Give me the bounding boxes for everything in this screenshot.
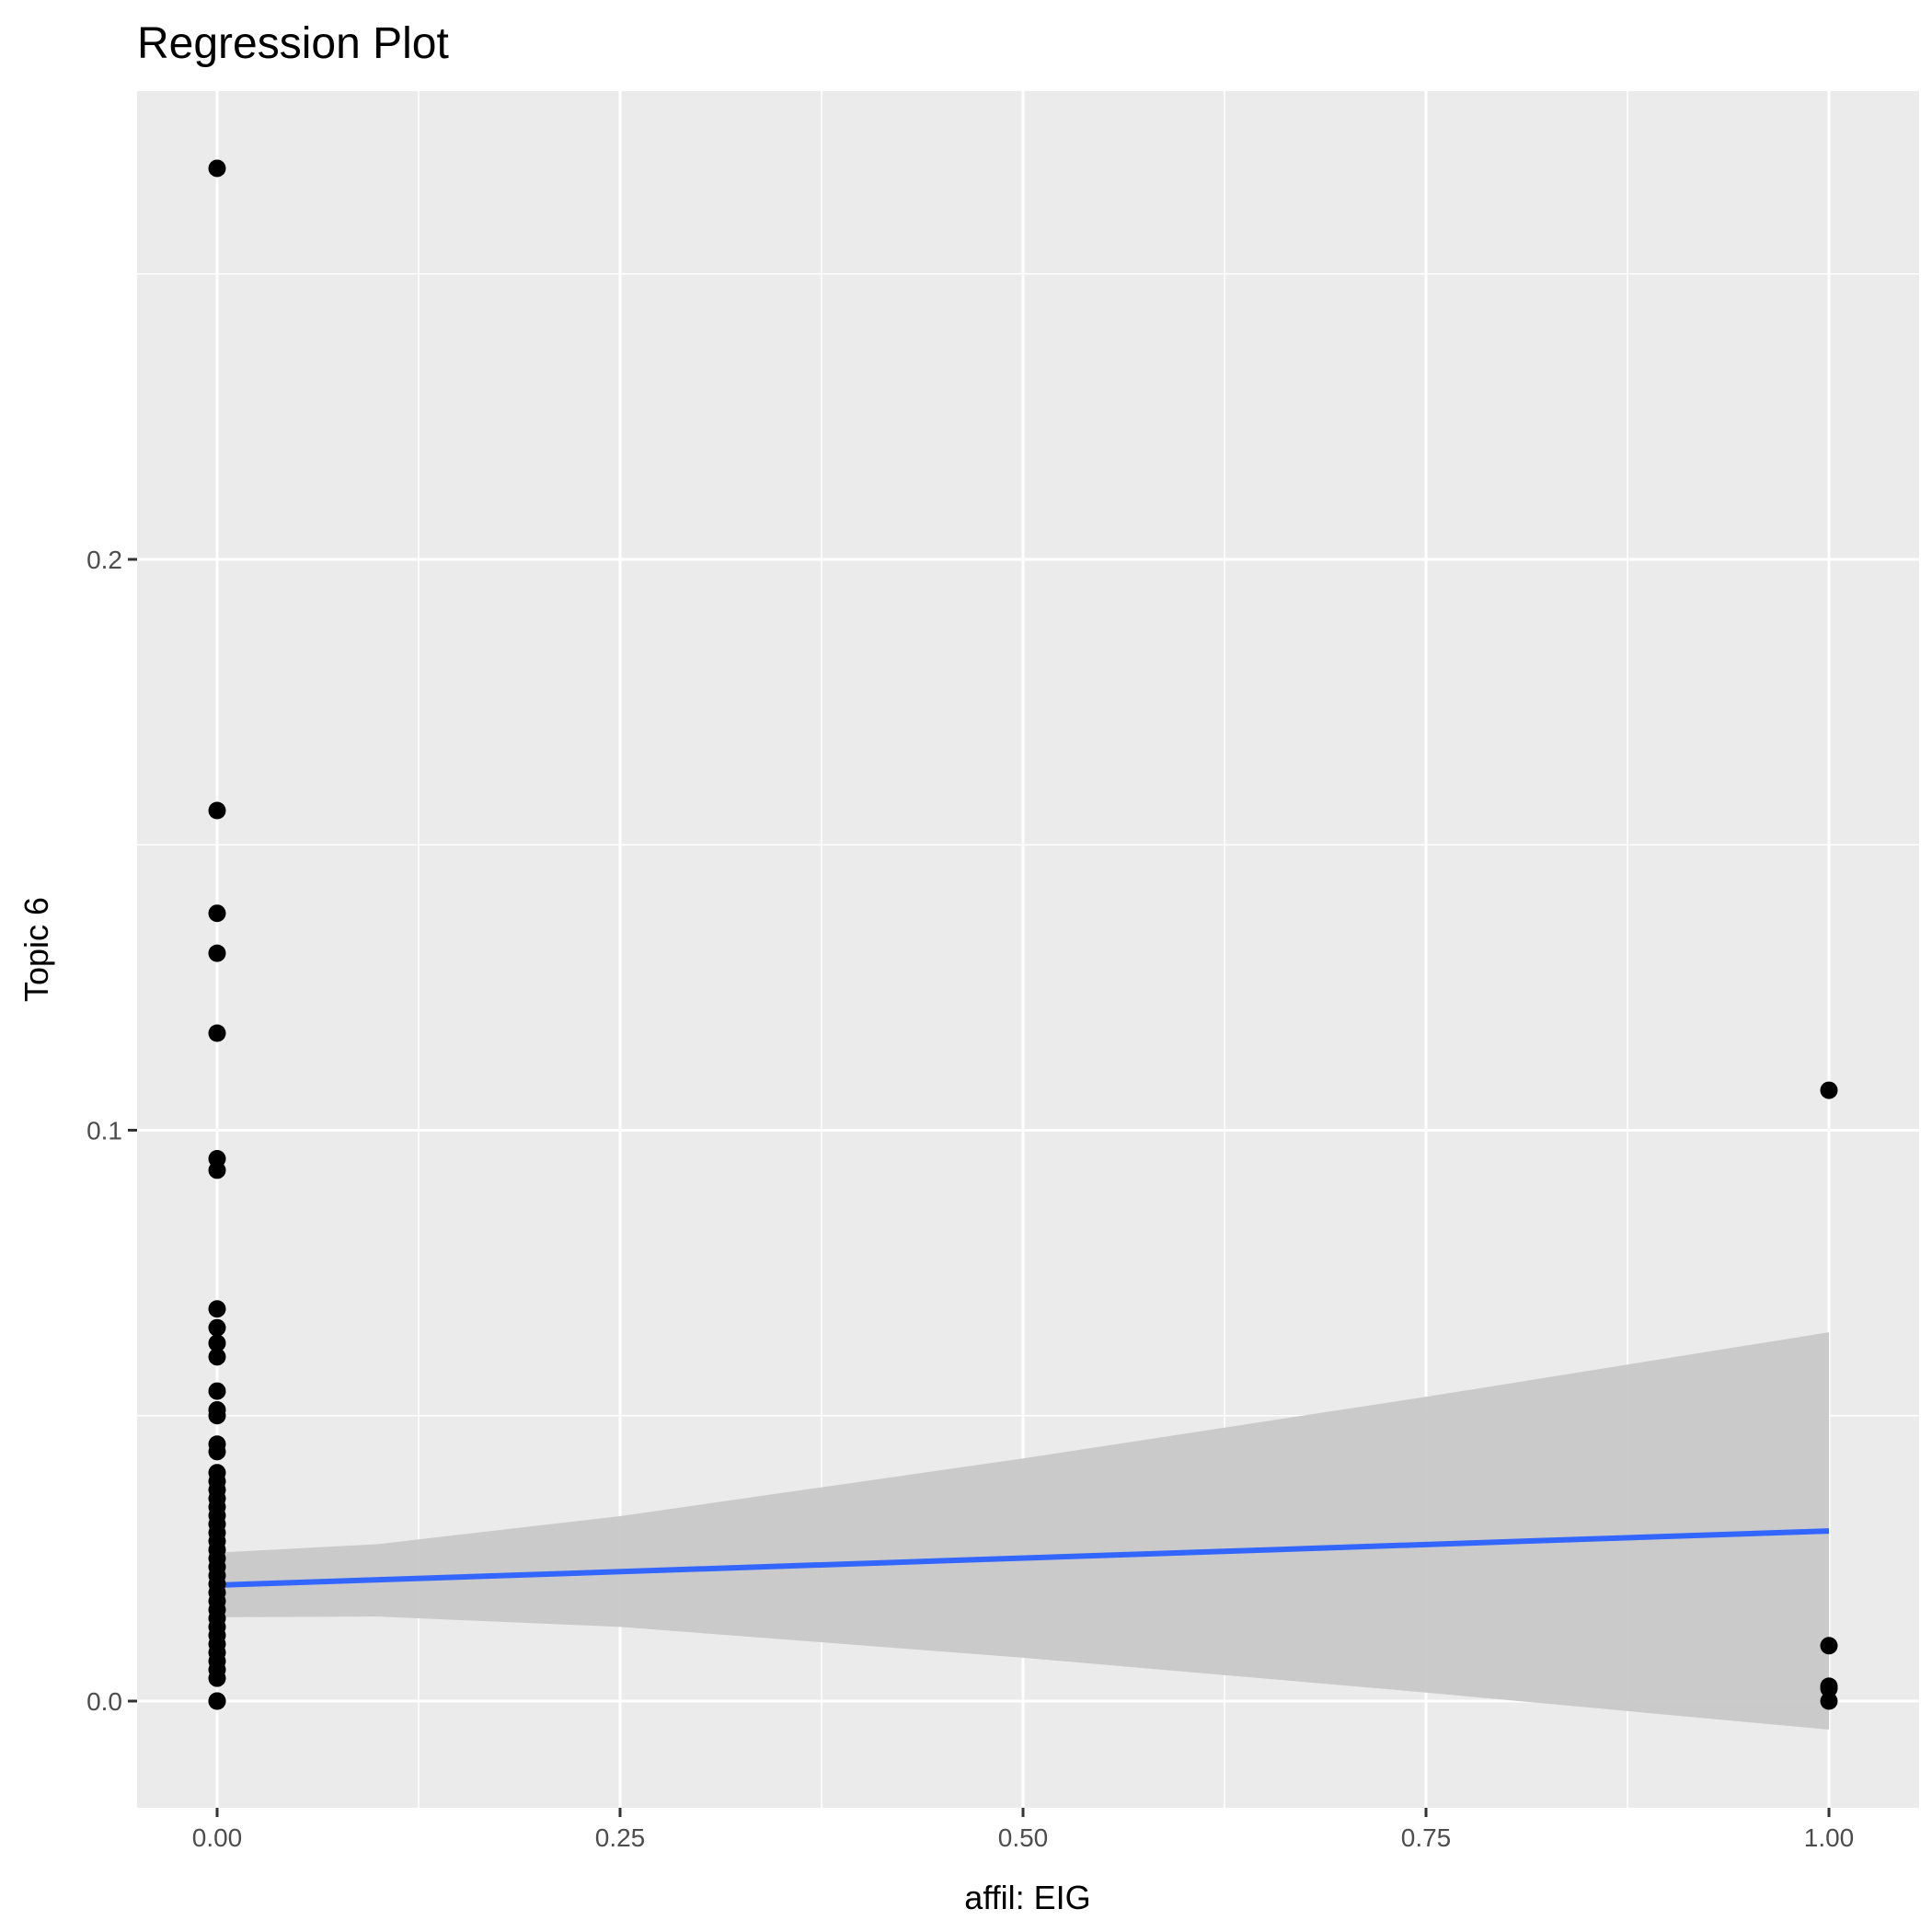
data-point bbox=[208, 801, 226, 820]
data-point bbox=[208, 1692, 226, 1710]
x-tick-label: 0.75 bbox=[1401, 1823, 1452, 1852]
points bbox=[208, 159, 1838, 1710]
data-point bbox=[1820, 1692, 1838, 1710]
x-axis-title: affil: EIG bbox=[964, 1879, 1090, 1916]
x-tick-label: 0.25 bbox=[595, 1823, 646, 1852]
data-point bbox=[208, 1407, 226, 1425]
axes: 0.00 0.25 0.50 0.75 1.00 0.0 0.1 0.2 bbox=[86, 546, 1854, 1852]
data-point bbox=[1820, 1679, 1838, 1697]
y-tick-label: 0.1 bbox=[86, 1117, 122, 1145]
data-point bbox=[208, 1300, 226, 1318]
data-point bbox=[208, 159, 226, 178]
confidence-band bbox=[217, 1332, 1829, 1731]
regression-line-group bbox=[216, 1528, 1830, 1589]
x-tick-label: 1.00 bbox=[1804, 1823, 1855, 1852]
confidence-ribbon bbox=[217, 1332, 1829, 1731]
data-point bbox=[1820, 1637, 1838, 1655]
x-tick-label: 0.50 bbox=[998, 1823, 1049, 1852]
data-point bbox=[1820, 1081, 1838, 1099]
x-tick-label: 0.00 bbox=[192, 1823, 243, 1852]
data-point bbox=[208, 1443, 226, 1461]
chart-title: Regression Plot bbox=[137, 19, 449, 68]
data-point bbox=[208, 1669, 226, 1687]
data-point bbox=[208, 1318, 226, 1337]
data-point bbox=[208, 904, 226, 923]
data-point bbox=[208, 1334, 226, 1352]
y-axis-title: Topic 6 bbox=[17, 897, 55, 1002]
y-tick-label: 0.2 bbox=[86, 546, 122, 574]
data-point bbox=[208, 1024, 226, 1042]
data-point bbox=[208, 1348, 226, 1366]
data-point bbox=[208, 944, 226, 962]
regression-line bbox=[216, 1528, 1830, 1589]
y-tick-label: 0.0 bbox=[86, 1687, 122, 1716]
data-point bbox=[208, 1382, 226, 1400]
data-point bbox=[208, 1161, 226, 1179]
